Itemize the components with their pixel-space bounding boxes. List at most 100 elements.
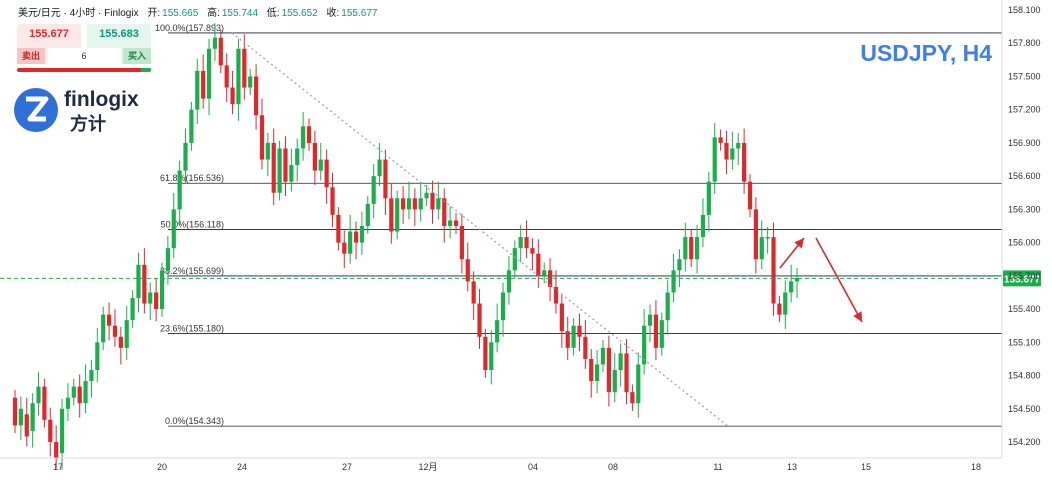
candle-128	[765, 227, 770, 254]
candle-75	[453, 212, 459, 234]
candle-38	[236, 38, 241, 121]
candle-body	[365, 203, 370, 226]
candle-body	[130, 298, 135, 321]
candle-13	[89, 360, 94, 398]
candle-34	[212, 23, 218, 61]
price-tick-12: 154.500	[1008, 404, 1041, 414]
candle-body	[412, 198, 417, 210]
candle-64	[389, 183, 394, 244]
quantity-input[interactable]: 6	[47, 48, 121, 64]
candle-15	[101, 306, 106, 351]
candle-42	[259, 98, 265, 170]
candle-126	[753, 197, 758, 274]
candle-65	[395, 190, 400, 240]
candle-30	[189, 101, 194, 151]
time-tick-0: 17	[53, 462, 63, 472]
candle-body	[383, 159, 388, 199]
candle-body	[77, 386, 82, 404]
candle-body	[48, 419, 53, 442]
trade-widget: 155.677 卖出 155.683 买入 6	[17, 24, 151, 74]
candle-body	[483, 336, 488, 370]
candle-body	[224, 65, 229, 88]
candle-body	[253, 76, 259, 116]
candle-body	[112, 325, 118, 337]
candle-68	[412, 188, 417, 226]
price-tick-11: 154.800	[1008, 371, 1041, 381]
candle-27	[171, 192, 176, 259]
candle-body	[206, 48, 212, 99]
sell-label: 卖出	[17, 48, 45, 64]
candle-54	[330, 172, 335, 228]
annotations: 155.677	[0, 32, 1041, 427]
time-tick-10: 18	[971, 462, 981, 472]
sentiment-bar	[17, 68, 151, 72]
candle-40	[248, 68, 253, 96]
candle-body	[71, 386, 76, 398]
candle-111	[665, 280, 670, 335]
candle-94	[565, 316, 570, 361]
candle-48	[295, 138, 300, 182]
price-tick-0: 158.100	[1008, 5, 1041, 15]
candle-body	[201, 70, 206, 99]
candle-93	[559, 293, 564, 348]
candle-72	[436, 181, 441, 220]
candle-body	[259, 115, 265, 160]
candlesticks	[12, 23, 800, 470]
candle-body	[753, 209, 758, 260]
candle-52	[318, 142, 323, 181]
candle-46	[283, 136, 288, 197]
candle-body	[59, 408, 65, 454]
projection-arrow-down	[815, 237, 863, 323]
price-axis: 158.100 157.800 157.500 157.200 156.900 156.6…	[1008, 5, 1041, 447]
candle-body	[459, 226, 464, 260]
candle-115	[689, 229, 694, 267]
candle-body	[271, 142, 276, 193]
candle-body	[189, 109, 194, 143]
candle-17	[112, 309, 118, 347]
candle-8	[59, 398, 65, 470]
candle-117	[700, 198, 706, 248]
candle-body	[342, 242, 347, 254]
candle-body	[571, 325, 576, 348]
candle-body	[65, 397, 71, 409]
candle-106	[636, 352, 641, 418]
candle-body	[142, 264, 147, 304]
candle-16	[106, 302, 112, 341]
candle-body	[747, 181, 753, 210]
candle-37	[230, 70, 235, 115]
candle-23	[148, 282, 153, 321]
price-tick-5: 156.600	[1008, 171, 1041, 181]
candle-114	[683, 222, 688, 272]
candle-62	[377, 142, 382, 187]
candle-body	[512, 248, 517, 271]
candle-124	[742, 128, 747, 194]
candle-body	[406, 198, 412, 210]
time-tick-9: 15	[861, 462, 871, 472]
candle-24	[154, 278, 159, 322]
candle-120	[718, 129, 723, 151]
fib-label-2: 50.0%(156.118)	[161, 220, 224, 230]
candle-body	[400, 198, 406, 210]
candle-body	[248, 76, 253, 88]
price-tick-3: 157.200	[1008, 105, 1041, 115]
candle-131	[783, 280, 788, 330]
candle-body	[18, 408, 23, 426]
price-tick-1: 157.800	[1008, 38, 1041, 48]
candle-103	[618, 343, 623, 387]
candle-body	[83, 381, 88, 404]
candle-39	[242, 34, 247, 100]
candle-body	[700, 214, 706, 238]
candle-1	[18, 396, 23, 440]
candle-84	[506, 255, 512, 305]
fib-label-0: 100.0%(157.893)	[155, 23, 224, 33]
candle-69	[418, 183, 423, 222]
candle-body	[283, 148, 288, 182]
candle-body	[430, 192, 435, 210]
candle-body	[159, 270, 165, 310]
price-tick-4: 156.900	[1008, 138, 1041, 148]
candle-74	[448, 206, 453, 239]
buy-button[interactable]: 155.683 买入	[87, 24, 151, 64]
candle-121	[724, 130, 729, 174]
time-tick-8: 13	[787, 462, 797, 472]
